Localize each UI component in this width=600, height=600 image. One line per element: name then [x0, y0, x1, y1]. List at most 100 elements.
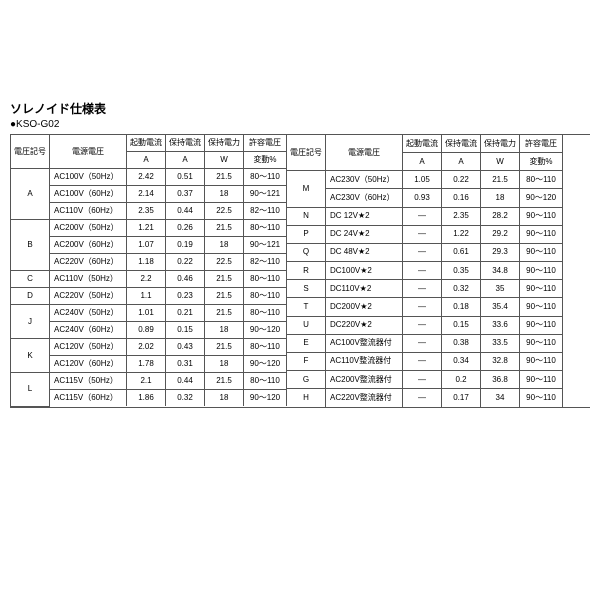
cell-val: —	[403, 243, 442, 261]
hdr-ps: 電源電圧	[326, 135, 403, 171]
table-title: ソレノイド仕様表	[10, 100, 590, 117]
cell-val: —	[403, 389, 442, 407]
cell-val: 90～110	[520, 352, 563, 370]
cell-ps: AC200V（60Hz）	[50, 237, 127, 254]
cell-val: 21.5	[481, 171, 520, 189]
cell-val: 28.2	[481, 207, 520, 225]
cell-val: —	[403, 262, 442, 280]
cell-val: 22.5	[205, 254, 244, 271]
cell-ps: AC120V（60Hz）	[50, 356, 127, 373]
cell-val: 90～120	[244, 356, 287, 373]
cell-val: 0.51	[166, 169, 205, 186]
hdr-hold: 保持電流	[166, 135, 205, 152]
cell-val: 90～110	[520, 389, 563, 407]
cell-val: 18	[205, 390, 244, 407]
cell-val: 90～120	[520, 189, 563, 207]
spec-table-left: 電圧記号電源電圧起動電流保持電流保持電力許容電圧AAW変動%AAC100V（50…	[11, 135, 287, 407]
cell-val: 36.8	[481, 371, 520, 389]
cell-val: 0.2	[442, 371, 481, 389]
cell-sym: R	[287, 262, 326, 280]
cell-val: 0.16	[442, 189, 481, 207]
cell-ps: AC110V整流器付	[326, 352, 403, 370]
cell-val: 0.38	[442, 334, 481, 352]
cell-val: 90～120	[244, 322, 287, 339]
cell-val: 82～110	[244, 254, 287, 271]
cell-val: 90～121	[244, 186, 287, 203]
hdr-unit: A	[127, 152, 166, 169]
cell-val: 90～120	[244, 390, 287, 407]
cell-ps: AC240V（60Hz）	[50, 322, 127, 339]
cell-val: 90～121	[244, 237, 287, 254]
hdr-pw: 保持電力	[205, 135, 244, 152]
spec-table-right: 電圧記号電源電圧起動電流保持電流保持電力許容電圧AAW変動%MAC230V（50…	[287, 135, 563, 407]
cell-val: 90～110	[520, 298, 563, 316]
cell-val: 0.32	[442, 280, 481, 298]
cell-val: 1.05	[403, 171, 442, 189]
cell-val: 90～110	[520, 207, 563, 225]
cell-val: 35	[481, 280, 520, 298]
cell-ps: DC 24V★2	[326, 225, 403, 243]
cell-ps: AC200V整流器付	[326, 371, 403, 389]
cell-ps: AC220V（50Hz）	[50, 288, 127, 305]
cell-val: 21.5	[205, 305, 244, 322]
cell-val: 0.93	[403, 189, 442, 207]
cell-val: 21.5	[205, 288, 244, 305]
cell-val: 0.32	[166, 390, 205, 407]
cell-val: 1.01	[127, 305, 166, 322]
cell-sym: Q	[287, 243, 326, 261]
cell-val: 21.5	[205, 339, 244, 356]
cell-val: 1.22	[442, 225, 481, 243]
cell-ps: AC230V（60Hz）	[326, 189, 403, 207]
cell-sym: N	[287, 207, 326, 225]
cell-val: 0.18	[442, 298, 481, 316]
cell-val: 22.5	[205, 203, 244, 220]
cell-sym: G	[287, 371, 326, 389]
cell-val: 0.15	[442, 316, 481, 334]
cell-val: 90～110	[520, 316, 563, 334]
cell-val: 34.8	[481, 262, 520, 280]
hdr-pw: 保持電力	[481, 135, 520, 153]
cell-val: 29.3	[481, 243, 520, 261]
cell-val: —	[403, 280, 442, 298]
cell-val: 0.46	[166, 271, 205, 288]
spec-table-wrap: 電圧記号電源電圧起動電流保持電流保持電力許容電圧AAW変動%AAC100V（50…	[10, 134, 590, 408]
cell-val: 0.31	[166, 356, 205, 373]
cell-val: 0.35	[442, 262, 481, 280]
cell-val: 0.23	[166, 288, 205, 305]
cell-val: 21.5	[205, 169, 244, 186]
cell-val: 90～110	[520, 280, 563, 298]
hdr-sym: 電圧記号	[11, 135, 50, 169]
cell-ps: DC110V★2	[326, 280, 403, 298]
cell-val: —	[403, 316, 442, 334]
cell-val: 0.37	[166, 186, 205, 203]
cell-val: 18	[205, 186, 244, 203]
cell-val: 0.44	[166, 203, 205, 220]
cell-val: 21.5	[205, 271, 244, 288]
hdr-sym: 電圧記号	[287, 135, 326, 171]
cell-val: 90～110	[520, 262, 563, 280]
cell-val: 33.5	[481, 334, 520, 352]
cell-val: 18	[481, 189, 520, 207]
cell-sym: A	[11, 169, 50, 220]
cell-val: 80～110	[244, 339, 287, 356]
cell-ps: AC230V（50Hz）	[326, 171, 403, 189]
cell-val: 80～110	[244, 373, 287, 390]
cell-val: 0.89	[127, 322, 166, 339]
cell-val: 1.07	[127, 237, 166, 254]
cell-val: 2.35	[127, 203, 166, 220]
hdr-unit: 変動%	[520, 153, 563, 171]
cell-val: 80～110	[244, 288, 287, 305]
hdr-ps: 電源電圧	[50, 135, 127, 169]
cell-ps: AC120V（50Hz）	[50, 339, 127, 356]
cell-val: 18	[205, 322, 244, 339]
cell-ps: AC200V（50Hz）	[50, 220, 127, 237]
cell-val: 0.19	[166, 237, 205, 254]
cell-ps: AC240V（50Hz）	[50, 305, 127, 322]
cell-val: 0.26	[166, 220, 205, 237]
cell-val: 0.21	[166, 305, 205, 322]
cell-val: 1.21	[127, 220, 166, 237]
cell-val: 1.86	[127, 390, 166, 407]
cell-val: —	[403, 225, 442, 243]
cell-val: —	[403, 334, 442, 352]
cell-ps: DC100V★2	[326, 262, 403, 280]
